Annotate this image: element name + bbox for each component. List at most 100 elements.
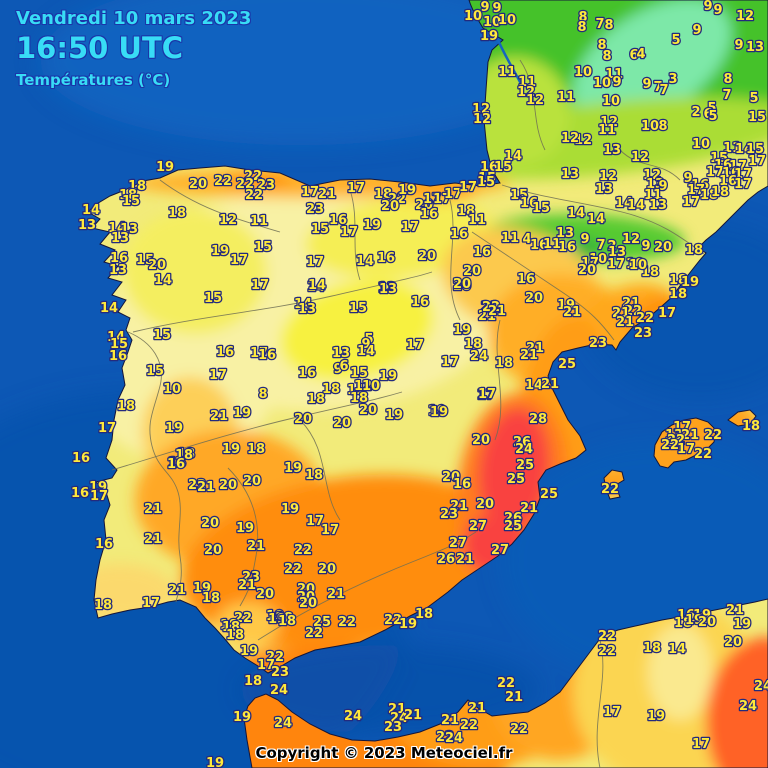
temp-label: 16: [517, 272, 535, 287]
temp-label: 16: [480, 160, 498, 175]
temp-label: 18: [700, 188, 718, 203]
temp-label: 21: [726, 603, 744, 618]
temp-label: 9: [580, 232, 589, 247]
temp-label: 17: [301, 185, 319, 200]
temp-label: 7: [659, 83, 668, 98]
temp-label: 21: [168, 583, 186, 598]
temp-label: 8: [258, 387, 267, 402]
temp-label: 10: [589, 252, 607, 267]
temp-label: 20: [453, 277, 471, 292]
temp-label: 12: [599, 169, 617, 184]
temp-label: 17: [581, 256, 599, 271]
temp-label: 17: [658, 306, 676, 321]
temp-label: 19: [281, 502, 299, 517]
temp-label: 17: [433, 192, 451, 207]
temp-label: 16: [520, 196, 538, 211]
temp-label: 18: [307, 392, 325, 407]
temp-label: 25: [313, 615, 331, 630]
temp-label: 16: [298, 366, 316, 381]
temp-label: 15: [532, 201, 550, 216]
temp-label: 20: [415, 198, 433, 213]
temp-label: 17: [347, 181, 365, 196]
temp-label: 8: [723, 72, 732, 87]
temp-label: 21: [481, 300, 499, 315]
temp-label: 24: [445, 731, 463, 746]
temp-label: 18: [244, 674, 262, 689]
temp-label: 21: [450, 499, 468, 514]
temp-label: 20: [359, 403, 377, 418]
temp-label: 19: [733, 617, 751, 632]
temp-label: 17: [444, 187, 462, 202]
temp-label: 18: [711, 185, 729, 200]
temp-label: 27: [449, 536, 467, 551]
temp-label: 5: [671, 33, 680, 48]
temp-label: 17: [230, 253, 248, 268]
temp-label: 17: [251, 278, 269, 293]
map-time: 16:50 UTC: [16, 31, 184, 65]
map-variable-label: Températures (°C): [16, 71, 171, 89]
temp-label: 19: [399, 617, 417, 632]
temp-label: 22: [245, 188, 263, 203]
temp-label: 17: [142, 596, 160, 611]
temp-label: 22: [305, 626, 323, 641]
temp-label: 17: [677, 442, 695, 457]
gironde-estuary: [496, 39, 523, 85]
temp-label: 17: [257, 658, 275, 673]
temp-label: 26: [513, 435, 531, 450]
temp-label: 22: [598, 629, 616, 644]
temp-label: 15: [153, 328, 171, 343]
temp-label: 9: [703, 0, 712, 14]
temp-label: 20: [442, 470, 460, 485]
map-header: Vendredi 10 mars 2023 16:50 UTC Températ…: [16, 8, 251, 89]
temp-label: 14: [307, 280, 325, 295]
temp-label: 13: [379, 282, 397, 297]
temp-label: 20: [381, 199, 399, 214]
temp-label: 22: [704, 428, 722, 443]
temp-label: 16: [411, 295, 429, 310]
temp-label: 17: [607, 257, 625, 272]
temp-label: 16: [168, 456, 186, 471]
temp-label: 14: [108, 221, 126, 236]
temp-label: 19: [284, 461, 302, 476]
temp-label: 22: [661, 438, 679, 453]
temp-label: 5: [364, 332, 373, 347]
temp-label: 17: [401, 220, 419, 235]
temp-label: 15: [110, 337, 128, 352]
temp-label: 17: [687, 183, 705, 198]
temp-label: 19: [156, 160, 174, 175]
temp-label: 12: [219, 213, 237, 228]
temp-label: 15: [311, 222, 329, 237]
temp-label: 16: [450, 227, 468, 242]
temp-label: 22: [244, 169, 262, 184]
temp-label: 21: [327, 587, 345, 602]
temp-label: 18: [305, 468, 323, 483]
temp-label: 18: [94, 598, 112, 613]
temp-label: 20: [698, 615, 716, 630]
temp-label: 9: [641, 239, 650, 254]
temp-label: 13: [649, 198, 667, 213]
temp-label: 17: [603, 705, 621, 720]
temp-label: 19: [222, 442, 240, 457]
temp-label: 21: [144, 532, 162, 547]
temp-label: 13: [665, 428, 683, 443]
temp-label: 4: [522, 232, 531, 247]
temp-label: 16: [329, 213, 347, 228]
temp-label: 20: [525, 291, 543, 306]
temp-label: 19: [236, 521, 254, 536]
temp-label: 17: [209, 368, 227, 383]
temp-label: 15: [494, 160, 512, 175]
temp-label: 20: [472, 433, 490, 448]
map-date: Vendredi 10 mars 2023: [16, 8, 252, 29]
temp-label: 13: [646, 177, 664, 192]
temp-label: 17: [748, 154, 766, 169]
temp-label: 20: [294, 412, 312, 427]
temp-label: 16: [109, 349, 127, 364]
temp-label: 17: [321, 523, 339, 538]
temp-label: 11: [498, 65, 516, 80]
temp-label: 8: [577, 20, 586, 35]
temp-label: 22: [497, 676, 515, 691]
temp-label: 22: [667, 433, 685, 448]
temp-label: 8: [602, 49, 611, 64]
temp-label: 13: [556, 226, 574, 241]
